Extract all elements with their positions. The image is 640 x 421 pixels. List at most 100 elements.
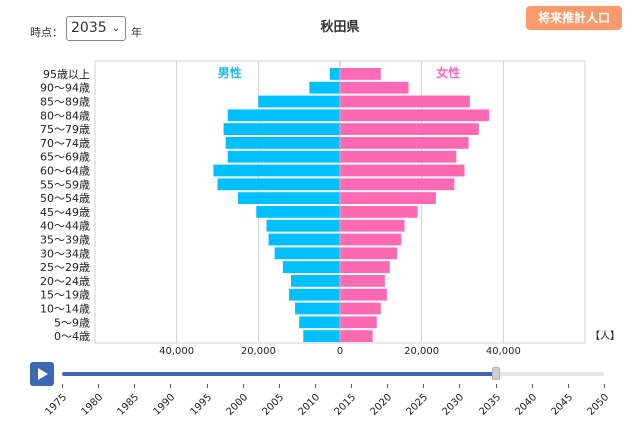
bar-female bbox=[340, 206, 418, 218]
bar-male bbox=[217, 178, 340, 191]
age-tick-label: 70～74歳 bbox=[40, 137, 90, 150]
bar-male bbox=[227, 109, 340, 122]
year-label: 1985 bbox=[115, 392, 142, 418]
population-pyramid-chart: 95歳以上90～94歳85～89歳80～84歳75～79歳70～74歳65～69… bbox=[40, 60, 620, 357]
bar-female bbox=[340, 288, 387, 301]
year-tick bbox=[387, 384, 389, 388]
unit-label: 【人】 bbox=[590, 330, 620, 342]
year-label: 2000 bbox=[224, 392, 250, 418]
age-tick-label: 10～14歳 bbox=[40, 303, 90, 316]
bar-male bbox=[309, 81, 340, 94]
year-tick bbox=[134, 384, 136, 388]
age-tick-label: 25～29歳 bbox=[40, 261, 90, 274]
bar-male bbox=[288, 288, 340, 301]
age-tick-label: 20～24歳 bbox=[40, 275, 90, 288]
year-label: 1975 bbox=[43, 392, 70, 418]
year-label: 2035 bbox=[477, 392, 503, 418]
bar-male bbox=[291, 275, 340, 287]
bar-male bbox=[329, 68, 340, 80]
age-tick-label: 80～84歳 bbox=[40, 109, 90, 122]
year-tick bbox=[206, 384, 208, 388]
year-tick bbox=[604, 384, 605, 388]
bar-male bbox=[295, 302, 340, 315]
bar-male bbox=[299, 316, 340, 329]
year-tick bbox=[278, 384, 280, 388]
age-tick-label: 35～39歳 bbox=[40, 234, 90, 247]
bar-female bbox=[340, 68, 381, 80]
year-suffix-label: 年 bbox=[131, 26, 142, 39]
x-tick-label: 20,000 bbox=[404, 346, 439, 357]
bar-female bbox=[340, 178, 455, 191]
year-tick bbox=[495, 384, 497, 388]
year-tick bbox=[62, 384, 63, 388]
year-tick bbox=[351, 384, 353, 388]
year-label: 2040 bbox=[513, 392, 539, 418]
bar-female bbox=[340, 233, 402, 246]
bar-male bbox=[258, 95, 340, 108]
bar-female bbox=[340, 95, 470, 108]
age-tick-label: 55～59歳 bbox=[40, 178, 90, 191]
age-tick-label: 45～49歳 bbox=[40, 206, 90, 219]
year-label: 2020 bbox=[368, 392, 395, 418]
prefecture-title: 秋田県 bbox=[320, 20, 360, 35]
bar-male bbox=[256, 206, 340, 218]
age-tick-label: 0～4歳 bbox=[54, 330, 90, 343]
age-tick-label: 40～44歳 bbox=[40, 220, 90, 233]
legend-female: 女性 bbox=[436, 65, 460, 80]
bar-female bbox=[340, 219, 405, 232]
year-tick bbox=[531, 384, 533, 388]
year-label: 1980 bbox=[79, 392, 106, 418]
age-tick-label: 75～79歳 bbox=[40, 123, 90, 136]
bar-female bbox=[340, 192, 436, 204]
year-select-value: 2035 bbox=[71, 20, 107, 36]
bar-female bbox=[340, 261, 390, 273]
year-tick bbox=[567, 384, 569, 388]
future-population-button[interactable]: 将来推計人口 bbox=[526, 6, 622, 30]
play-button[interactable] bbox=[30, 362, 54, 386]
bar-female bbox=[340, 302, 381, 315]
age-tick-label: 5～9歳 bbox=[54, 316, 90, 329]
x-tick-label: 40,000 bbox=[159, 346, 194, 357]
year-label: 1990 bbox=[151, 392, 178, 418]
year-label: 2025 bbox=[404, 392, 431, 418]
bar-female bbox=[340, 275, 385, 287]
timeline-slider-progress bbox=[62, 372, 496, 376]
year-select[interactable]: 2035 ⌄ bbox=[66, 16, 126, 41]
bar-male bbox=[268, 233, 340, 246]
age-tick-label: 60～64歳 bbox=[40, 165, 90, 178]
year-prefix-label: 時点： bbox=[30, 26, 63, 39]
year-tick bbox=[314, 384, 316, 388]
play-icon bbox=[38, 368, 48, 380]
year-tick bbox=[459, 384, 461, 388]
year-tick bbox=[170, 384, 172, 388]
bar-male bbox=[274, 247, 340, 260]
age-tick-label: 30～34歳 bbox=[40, 247, 90, 260]
year-tick bbox=[98, 384, 100, 388]
bar-female bbox=[340, 81, 409, 94]
year-label: 2005 bbox=[260, 392, 287, 418]
x-tick-label: 40,000 bbox=[486, 346, 521, 357]
bar-female bbox=[340, 330, 373, 342]
timeline-slider-handle[interactable] bbox=[491, 367, 500, 380]
age-tick-label: 90～94歳 bbox=[40, 82, 90, 95]
legend-male: 男性 bbox=[218, 65, 242, 80]
bar-female bbox=[340, 247, 398, 260]
bar-female bbox=[340, 150, 457, 163]
age-tick-label: 85～89歳 bbox=[40, 96, 90, 109]
year-label: 2010 bbox=[296, 392, 323, 418]
chevron-down-icon: ⌄ bbox=[111, 23, 120, 34]
bar-female bbox=[340, 137, 469, 149]
bar-female bbox=[340, 164, 465, 177]
year-label: 2045 bbox=[549, 392, 576, 418]
bar-female bbox=[340, 109, 490, 122]
year-tick bbox=[423, 384, 425, 388]
age-tick-label: 95歳以上 bbox=[43, 68, 90, 81]
bar-male bbox=[227, 150, 340, 163]
bar-male bbox=[223, 123, 340, 135]
x-tick-label: 0 bbox=[337, 346, 343, 357]
bar-male bbox=[282, 261, 340, 273]
year-label: 2030 bbox=[440, 392, 467, 418]
bar-male bbox=[213, 164, 340, 177]
bar-male bbox=[266, 219, 340, 232]
bar-male bbox=[303, 330, 340, 342]
